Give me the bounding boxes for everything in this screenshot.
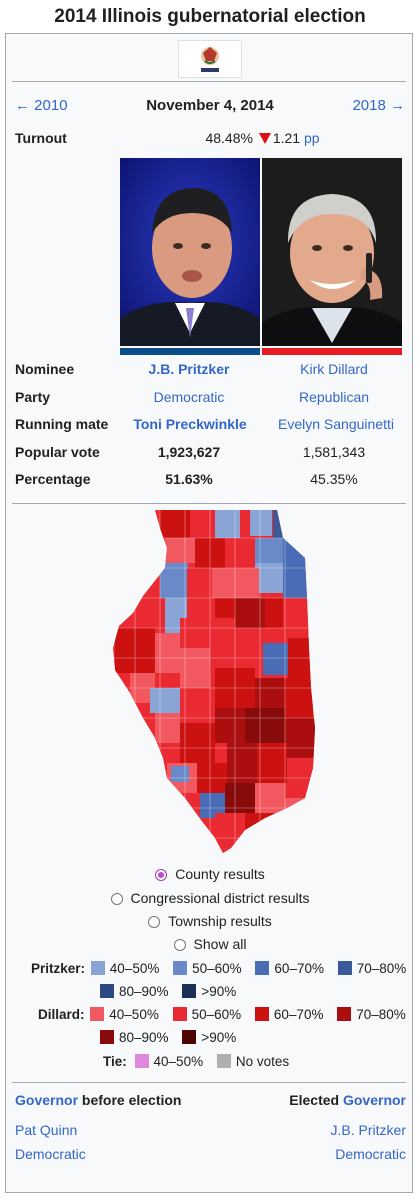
portrait-image: [120, 158, 260, 346]
map-option-show-all[interactable]: Show all: [0, 934, 420, 954]
footer-before-heading: Governor before election: [15, 1090, 181, 1110]
legend-tie-label: Tie:: [103, 1054, 127, 1069]
legend-dillard-row2: 80–90% >90%: [100, 1028, 236, 1048]
percentage-label: Percentage: [15, 471, 91, 487]
turnout-value-group: 48.48% 1.21 pp: [120, 128, 405, 148]
popular-vote-label: Popular vote: [15, 444, 100, 460]
legend-pritzker-label: Pritzker:: [31, 961, 86, 976]
percentage-point-link[interactable]: pp: [303, 130, 320, 146]
map-option-county[interactable]: County results: [0, 864, 420, 884]
popular-vote-dillard: 1,581,343: [302, 444, 366, 460]
legend-swatch: [134, 1054, 149, 1068]
legend-item-label: 50–60%: [192, 961, 242, 976]
party-label: Party: [15, 389, 51, 405]
legend-swatch: [337, 961, 352, 975]
dillard-photo[interactable]: [262, 158, 402, 346]
divider: [12, 81, 406, 82]
legend-swatch: [254, 1007, 269, 1021]
legend-swatch: [172, 1007, 187, 1021]
footer-before-text: before election: [78, 1092, 182, 1108]
footer-elected-text: Elected: [289, 1092, 343, 1108]
legend-pritzker-row2: 80–90% >90%: [100, 982, 236, 1002]
turnout-label: Turnout: [15, 130, 67, 146]
popular-vote-pritzker: 1,923,627: [157, 444, 221, 460]
legend-item-label: >90%: [201, 984, 237, 999]
governor-link[interactable]: Governor: [342, 1092, 406, 1108]
legend-item-label: 80–90%: [119, 1030, 169, 1045]
republican-color-bar: [262, 348, 402, 355]
decrease-triangle-icon: [258, 133, 271, 144]
turnout-change: 1.21: [272, 130, 301, 146]
legend-swatch: [173, 961, 188, 975]
illinois-counties: [113, 510, 315, 853]
pritzker-photo[interactable]: [120, 158, 260, 346]
radio-selected-icon[interactable]: [155, 869, 168, 881]
predecessor-name-link[interactable]: Pat Quinn: [15, 1122, 78, 1138]
county-results-map[interactable]: [105, 508, 315, 858]
legend-item-label: 80–90%: [119, 984, 169, 999]
nominee-pritzker-link[interactable]: J.B. Pritzker: [148, 361, 230, 377]
legend-item-label: >90%: [201, 1030, 237, 1045]
map-option-label: Congressional district results: [130, 890, 310, 906]
map-option-label: Township results: [168, 913, 272, 929]
legend-dillard-label: Dillard:: [38, 1007, 85, 1022]
map-option-label: County results: [175, 866, 265, 882]
percentage-pritzker: 51.63%: [165, 471, 213, 487]
democratic-color-bar: [120, 348, 260, 355]
legend-item-label: 60–70%: [273, 1007, 324, 1022]
map-option-congressional[interactable]: Congressional district results: [0, 888, 420, 908]
divider: [12, 1082, 406, 1083]
legend-swatch: [182, 1030, 197, 1044]
legend-swatch: [255, 961, 270, 975]
legend-item-label: 60–70%: [274, 961, 324, 976]
previous-election-link[interactable]: ← 2010: [15, 97, 68, 114]
next-election-link[interactable]: 2018 →: [352, 97, 405, 114]
party-republican-link[interactable]: Republican: [298, 389, 370, 405]
state-flag[interactable]: [178, 40, 242, 78]
map-option-label: Show all: [193, 936, 247, 952]
legend-swatch: [100, 984, 114, 998]
divider: [12, 503, 406, 504]
running-mate-label: Running mate: [15, 416, 109, 432]
election-date: November 4, 2014: [146, 97, 274, 114]
governor-link[interactable]: Governor: [15, 1092, 79, 1108]
running-mate-preckwinkle-link[interactable]: Toni Preckwinkle: [133, 416, 247, 432]
legend-swatch: [90, 961, 105, 975]
nominee-dillard-link[interactable]: Kirk Dillard: [300, 361, 368, 377]
percentage-dillard: 45.35%: [310, 471, 358, 487]
radio-icon[interactable]: [110, 893, 123, 905]
party-democratic-link[interactable]: Democratic: [153, 389, 225, 405]
legend-item-label: 50–60%: [191, 1007, 242, 1022]
legend-item-label: No votes: [235, 1054, 290, 1069]
legend-item-label: 70–80%: [356, 961, 407, 976]
infobox-title: 2014 Illinois gubernatorial election: [54, 6, 366, 27]
map-option-township[interactable]: Township results: [0, 911, 420, 931]
legend-swatch: [100, 1030, 114, 1044]
legend-swatch: [216, 1054, 231, 1068]
nominee-label: Nominee: [15, 361, 75, 377]
legend-swatch: [337, 1007, 352, 1021]
legend-swatch: [90, 1007, 105, 1021]
legend-swatch: [182, 984, 197, 998]
portrait-image: [262, 158, 402, 346]
radio-icon[interactable]: [173, 939, 186, 951]
legend-dillard-row1: Dillard: 40–50% 50–60% 60–70% 70–80%: [38, 1005, 406, 1025]
legend-item-label: 40–50%: [109, 1007, 159, 1022]
predecessor-party-link[interactable]: Democratic: [15, 1146, 86, 1162]
turnout-value: 48.48%: [205, 130, 253, 146]
legend-item-label: 40–50%: [153, 1054, 204, 1069]
footer-elected-heading: Elected Governor: [230, 1090, 406, 1110]
legend-tie-row: Tie: 40–50% No votes: [103, 1052, 289, 1072]
successor-party-link[interactable]: Democratic: [335, 1146, 406, 1162]
illinois-flag-icon: [179, 41, 241, 77]
legend-item-label: 70–80%: [356, 1007, 406, 1022]
running-mate-sanguinetti-link[interactable]: Evelyn Sanguinetti: [278, 416, 394, 432]
legend-pritzker-row1: Pritzker: 40–50% 50–60% 60–70% 70–80%: [31, 959, 406, 979]
successor-name-link[interactable]: J.B. Pritzker: [330, 1122, 406, 1138]
radio-icon[interactable]: [148, 916, 161, 928]
legend-item-label: 40–50%: [109, 961, 160, 976]
